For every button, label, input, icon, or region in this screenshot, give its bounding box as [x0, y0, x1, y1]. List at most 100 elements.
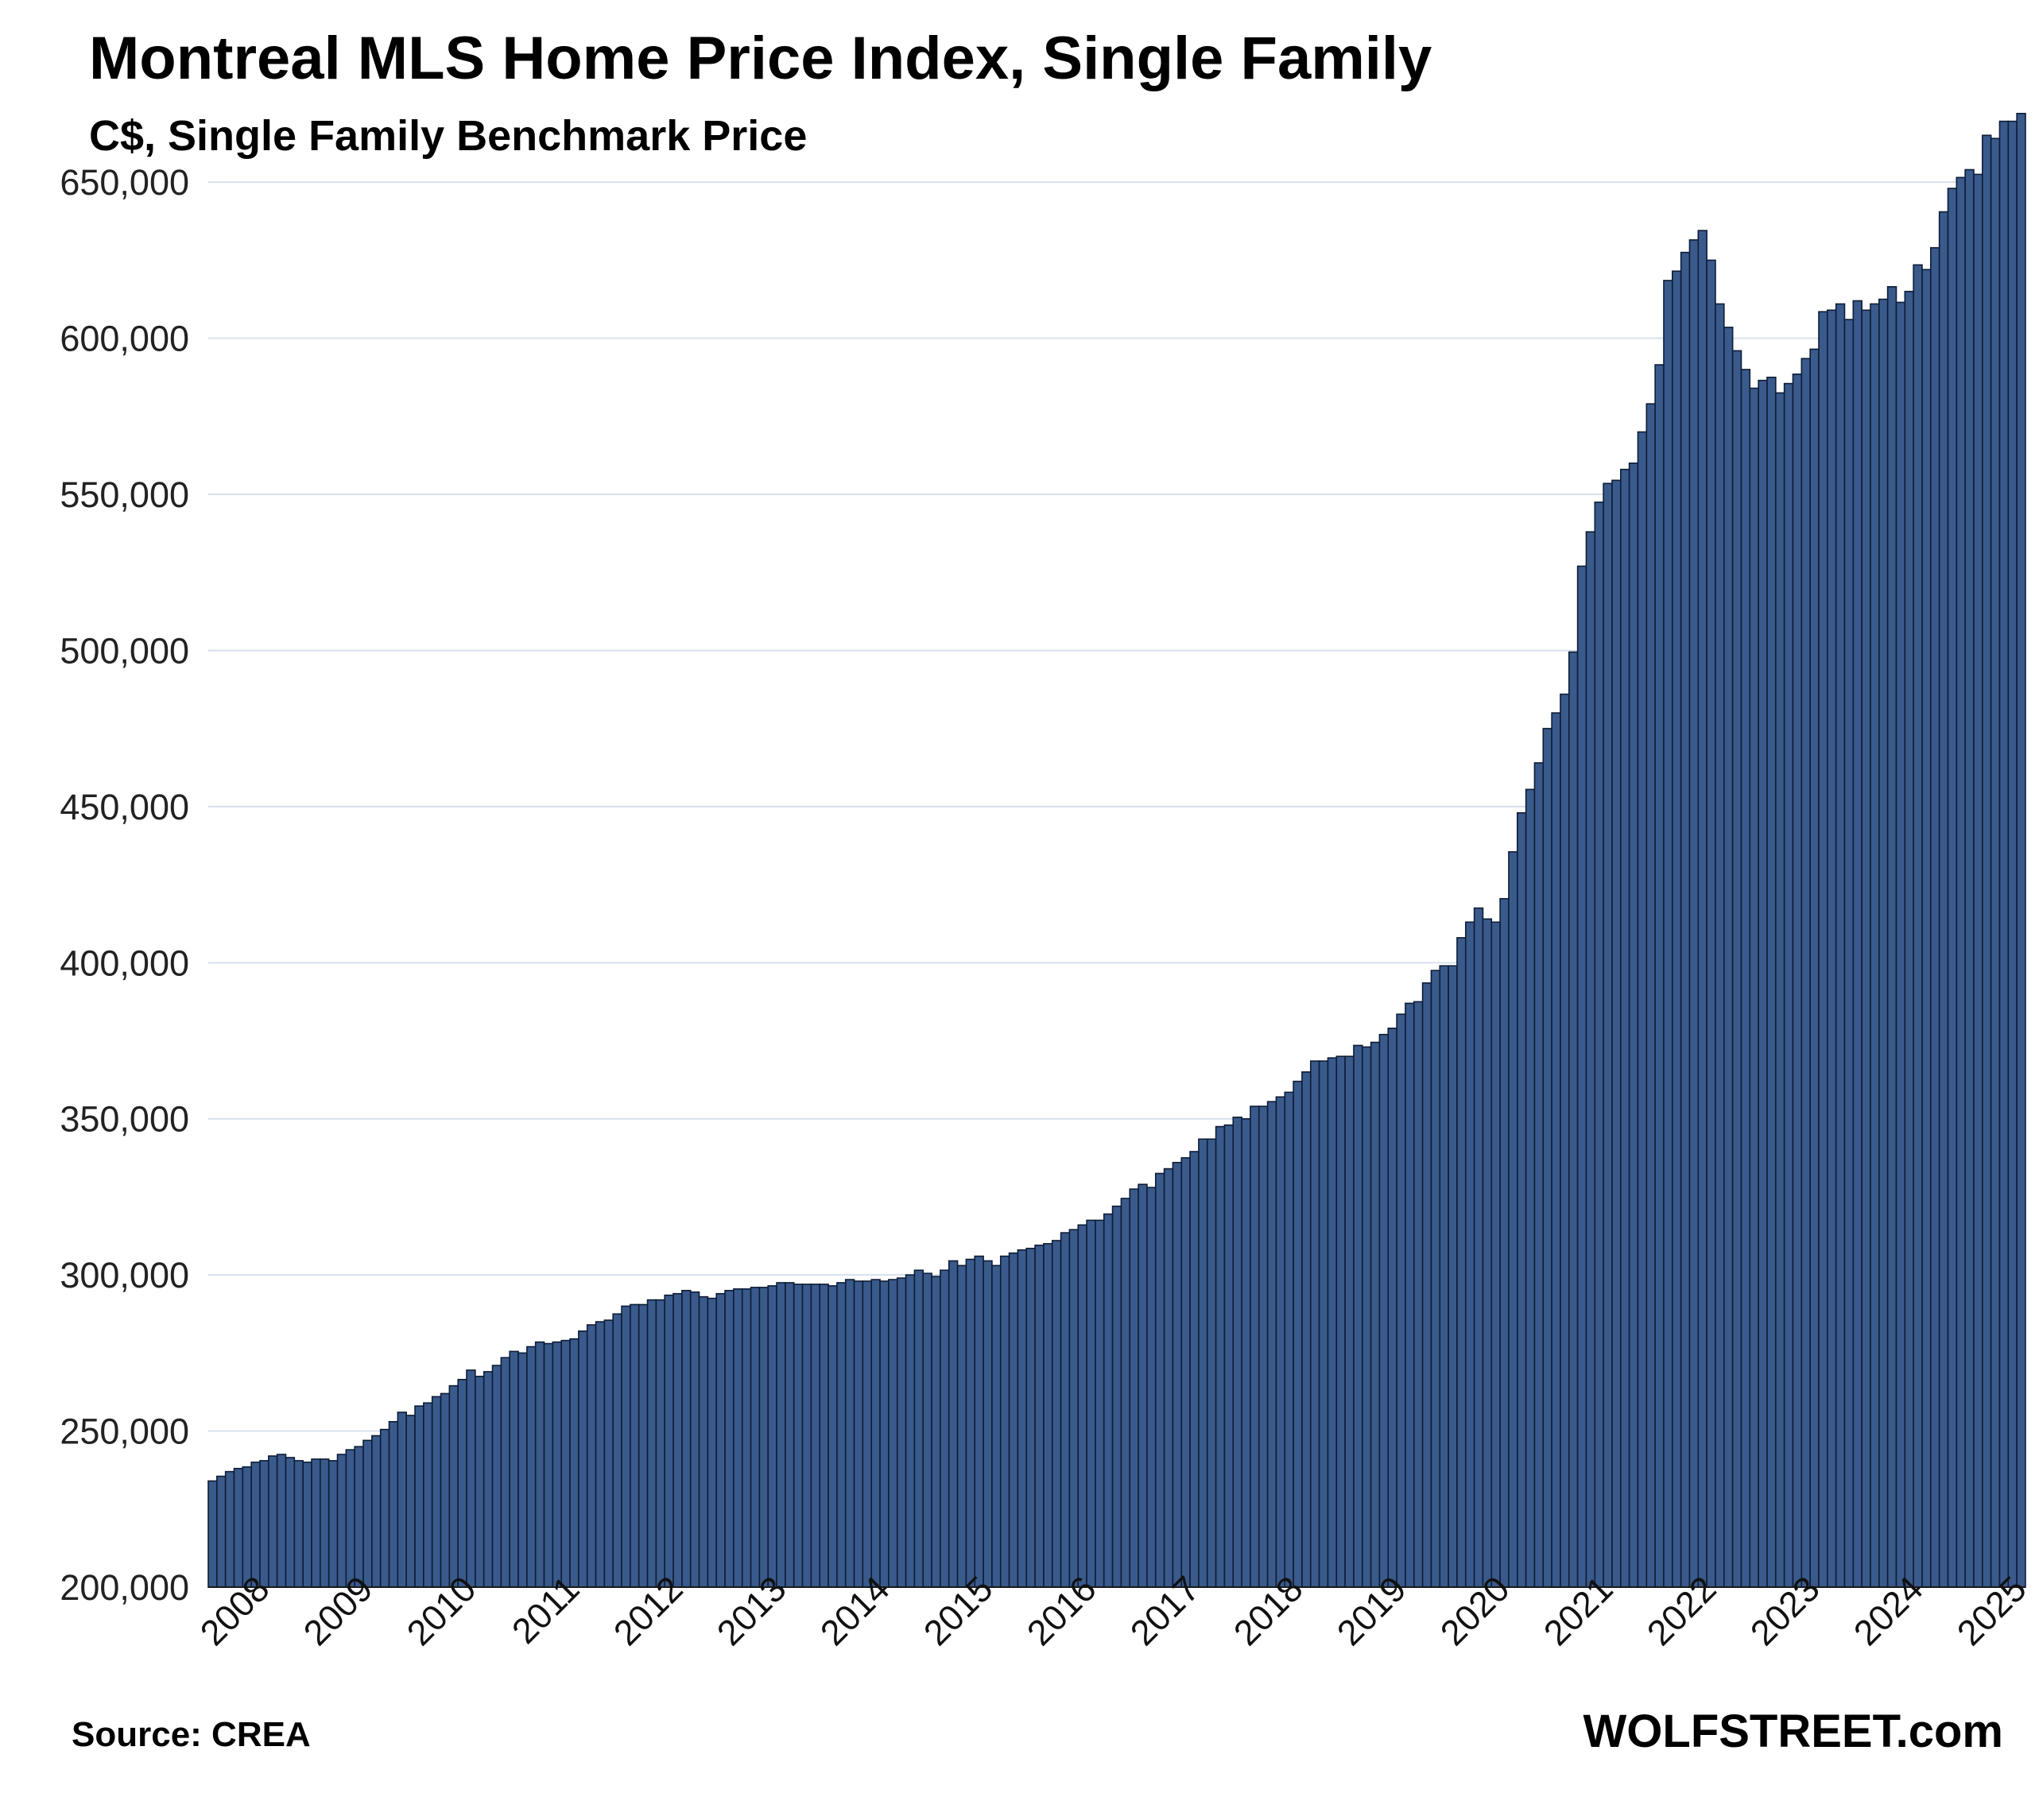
bar	[974, 1255, 984, 1588]
bar	[1688, 239, 1700, 1588]
bar	[1611, 479, 1622, 1588]
bar	[1309, 1060, 1320, 1588]
bar	[870, 1279, 881, 1588]
bar	[526, 1346, 537, 1588]
bar	[1172, 1161, 1183, 1588]
bar	[999, 1255, 1010, 1588]
bar	[1792, 374, 1803, 1588]
y-tick-label: 350,000	[60, 1099, 189, 1140]
bar	[793, 1284, 804, 1588]
bar	[405, 1415, 416, 1588]
bar	[983, 1260, 993, 1588]
bar	[1060, 1232, 1071, 1588]
bar	[612, 1313, 622, 1588]
bar	[767, 1285, 777, 1588]
bar	[552, 1341, 562, 1588]
bar	[1448, 965, 1458, 1588]
bar	[302, 1462, 312, 1588]
bar	[801, 1284, 812, 1588]
brand-watermark: WOLFSTREET.com	[1583, 1706, 2003, 1757]
bar	[1439, 965, 1449, 1588]
bar	[1827, 309, 1837, 1588]
bar	[1620, 468, 1630, 1588]
bar	[1800, 358, 1811, 1588]
bar	[1111, 1205, 1122, 1588]
bar	[1680, 251, 1691, 1588]
bar	[724, 1290, 735, 1588]
bar	[741, 1288, 752, 1588]
bar	[1258, 1106, 1269, 1588]
bar	[1672, 270, 1682, 1588]
bar	[758, 1287, 769, 1588]
bar	[1413, 1001, 1424, 1588]
bar	[543, 1342, 554, 1588]
bar	[689, 1291, 700, 1588]
bar	[896, 1277, 907, 1588]
bar	[1947, 188, 1958, 1588]
bar	[1964, 168, 1975, 1588]
bar	[1921, 269, 1932, 1588]
bar	[681, 1290, 692, 1588]
bar	[1938, 211, 1949, 1588]
bar	[1663, 280, 1673, 1588]
bar	[440, 1392, 451, 1588]
bar	[1568, 651, 1579, 1588]
bar	[276, 1454, 287, 1588]
bar	[836, 1282, 847, 1588]
bar	[379, 1428, 390, 1588]
bar	[1533, 762, 1545, 1588]
y-tick-label: 500,000	[60, 630, 189, 671]
bar	[913, 1269, 924, 1588]
bar	[810, 1284, 821, 1588]
bar	[1370, 1041, 1381, 1588]
bar	[1482, 918, 1493, 1588]
bar	[1206, 1138, 1217, 1588]
bar	[560, 1339, 571, 1588]
bar	[879, 1280, 890, 1588]
bar	[698, 1295, 709, 1588]
bar	[1250, 1106, 1260, 1588]
bar	[1086, 1219, 1096, 1588]
bar	[595, 1321, 606, 1588]
bar	[320, 1458, 330, 1588]
bar	[224, 1470, 235, 1588]
bar	[1818, 311, 1828, 1588]
bar	[1396, 1013, 1406, 1588]
bar	[1852, 300, 1863, 1588]
bar	[1715, 303, 1725, 1588]
bar	[336, 1454, 347, 1588]
bar	[1895, 301, 1906, 1588]
bar	[1335, 1055, 1346, 1588]
bar	[1232, 1116, 1242, 1588]
bar	[1293, 1080, 1303, 1588]
bar	[1017, 1249, 1028, 1588]
bar	[491, 1365, 502, 1588]
y-tick-label: 650,000	[60, 162, 189, 203]
bar	[1146, 1187, 1157, 1588]
bar	[655, 1299, 665, 1588]
bar	[828, 1285, 838, 1588]
bar	[1645, 403, 1656, 1588]
bar	[1198, 1138, 1208, 1588]
bar	[1361, 1046, 1372, 1588]
bar	[362, 1439, 373, 1588]
bar	[1189, 1151, 1200, 1588]
bar	[388, 1420, 399, 1588]
bar	[1120, 1198, 1131, 1588]
bar	[423, 1402, 433, 1588]
bar	[1154, 1172, 1165, 1588]
bar	[1043, 1243, 1053, 1588]
bar	[1809, 348, 1820, 1588]
bar	[1723, 327, 1734, 1588]
bar	[1560, 693, 1570, 1588]
bar	[1353, 1044, 1363, 1588]
bar	[1783, 382, 1794, 1588]
bar	[397, 1411, 407, 1588]
bar	[819, 1284, 829, 1588]
bar	[475, 1376, 485, 1588]
bar	[733, 1288, 743, 1588]
y-tick-label: 600,000	[60, 319, 189, 359]
y-tick-label: 250,000	[60, 1411, 189, 1452]
bar	[1904, 290, 1914, 1588]
bar	[1129, 1188, 1139, 1588]
